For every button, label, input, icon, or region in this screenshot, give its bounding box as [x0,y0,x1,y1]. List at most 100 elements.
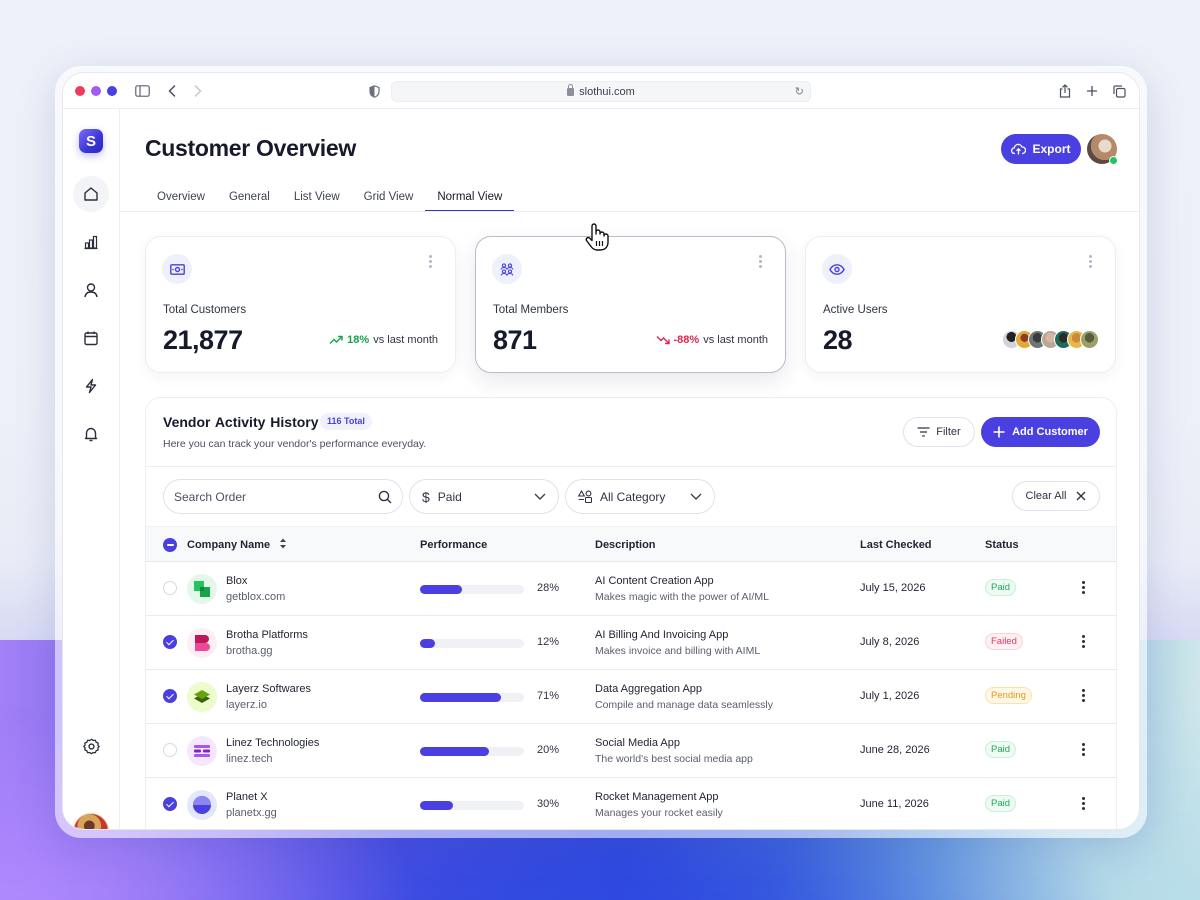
company-logo-planetx [187,790,217,820]
filter-label: Filter [936,426,961,438]
tab-normal-view[interactable]: Normal View [425,188,515,212]
stat-value: 871 [493,325,537,355]
company-domain: getblox.com [226,591,286,603]
select-all-checkbox[interactable] [163,538,177,552]
tab-grid-view[interactable]: Grid View [363,191,414,203]
payment-status-select[interactable]: $ Paid [409,479,559,514]
performance-bar [420,639,524,648]
table-row[interactable]: Linez Technologies linez.tech 20% Social… [146,724,1116,778]
row-checkbox[interactable] [163,797,177,811]
export-button[interactable]: Export [1001,134,1081,164]
tab-list-view[interactable]: List View [293,191,340,203]
row-menu-button[interactable] [1082,689,1085,702]
tab-overview[interactable]: Overview [157,191,205,203]
search-placeholder: Search Order [174,489,247,504]
sidebar-item-calendar[interactable] [73,320,109,356]
category-value: All Category [600,489,666,504]
category-icon [578,490,592,503]
dollar-icon: $ [422,488,430,505]
sidebar-item-home[interactable] [73,176,109,212]
clear-all-button[interactable]: Clear All [1012,481,1100,511]
sidebar-item-analytics[interactable] [73,224,109,260]
table-row[interactable]: Layerz Softwares layerz.io 71% Data Aggr… [146,670,1116,724]
payment-status-value: Paid [437,489,462,504]
shield-icon[interactable] [365,82,383,100]
lock-icon [567,83,575,96]
online-status-indicator [1109,156,1118,165]
row-menu-button[interactable] [1082,743,1085,756]
search-input[interactable]: Search Order [163,479,403,514]
browser-toolbar: slothui.com ↻ [63,73,1139,109]
stat-card-total-members[interactable]: Total Members 871 -88% vs last month [475,236,786,373]
add-customer-button[interactable]: Add Customer [981,417,1100,447]
sidebar-toggle-icon[interactable] [133,82,151,100]
table-row[interactable]: Blox getblox.com 28% AI Content Creation… [146,562,1116,616]
row-checkbox[interactable] [163,689,177,703]
card-menu-button[interactable] [1089,255,1093,268]
window-controls [75,85,117,96]
sort-icon[interactable] [279,537,287,553]
performance-value: 28% [536,582,559,594]
panel-title: Vendor Activity History [163,414,319,430]
stat-card-active-users[interactable]: Active Users 28 [805,236,1116,373]
row-menu-button[interactable] [1082,581,1085,594]
category-select[interactable]: All Category [565,479,715,514]
back-icon[interactable] [163,82,181,100]
company-logo-linez [187,736,217,766]
app-logo[interactable]: S [79,129,103,153]
panel-subtitle: Here you can track your vendor's perform… [163,438,427,450]
active-users-avatars[interactable] [1002,330,1099,349]
description-subtitle: The world's best social media app [595,753,753,765]
chevron-down-icon [534,493,546,500]
card-menu-button[interactable] [759,255,763,268]
forward-icon[interactable] [189,82,207,100]
company-name: Brotha Platforms [226,629,308,641]
url-text: slothui.com [579,85,635,98]
minimize-window-button[interactable] [91,85,101,96]
row-checkbox[interactable] [163,743,177,757]
card-menu-button[interactable] [429,255,433,268]
sidebar-item-activity[interactable] [73,368,109,404]
close-window-button[interactable] [75,85,85,96]
reload-icon[interactable]: ↻ [794,86,804,98]
tabs-divider [120,211,1139,212]
last-checked-date: June 11, 2026 [860,798,929,810]
column-performance: Performance [420,539,488,551]
eye-icon [822,254,852,284]
description-title: AI Content Creation App [595,575,714,587]
status-badge: Paid [985,795,1017,812]
sidebar-item-users[interactable] [73,272,109,308]
money-icon [162,254,192,284]
filter-button[interactable]: Filter [903,417,975,447]
row-checkbox[interactable] [163,581,177,595]
trend-down-icon [656,336,670,345]
tab-general[interactable]: General [228,191,270,203]
table-row[interactable]: Planet X planetx.gg 30% Rocket Managemen… [146,778,1116,829]
new-tab-icon[interactable] [1083,82,1101,100]
description-title: Social Media App [595,737,680,749]
performance-value: 71% [536,690,559,702]
tabs-overview-icon[interactable] [1110,82,1128,100]
description-subtitle: Compile and manage data seamlessly [595,699,774,711]
share-icon[interactable] [1056,82,1074,100]
page-title: Customer Overview [145,135,356,161]
last-checked-date: July 8, 2026 [860,636,920,648]
bar-chart-icon [84,235,98,250]
maximize-window-button[interactable] [107,85,117,96]
stat-card-total-customers[interactable]: Total Customers 21,877 18% vs last month [145,236,456,373]
stat-value: 28 [823,325,853,355]
company-logo-brotha [187,628,217,658]
row-menu-button[interactable] [1082,635,1085,648]
bell-icon [84,427,98,442]
sidebar-item-notifications[interactable] [73,416,109,452]
address-bar[interactable]: slothui.com ↻ [391,81,811,102]
row-menu-button[interactable] [1082,797,1085,810]
user-avatar[interactable] [73,813,109,829]
row-checkbox[interactable] [163,635,177,649]
column-company-name[interactable]: Company Name [187,539,271,551]
column-description: Description [595,539,656,551]
table-row[interactable]: Brotha Platforms brotha.gg 12% AI Billin… [146,616,1116,670]
company-name: Linez Technologies [226,737,320,749]
table-header: Company Name Performance Description Las… [146,526,1116,562]
sidebar-item-settings[interactable] [73,728,109,764]
